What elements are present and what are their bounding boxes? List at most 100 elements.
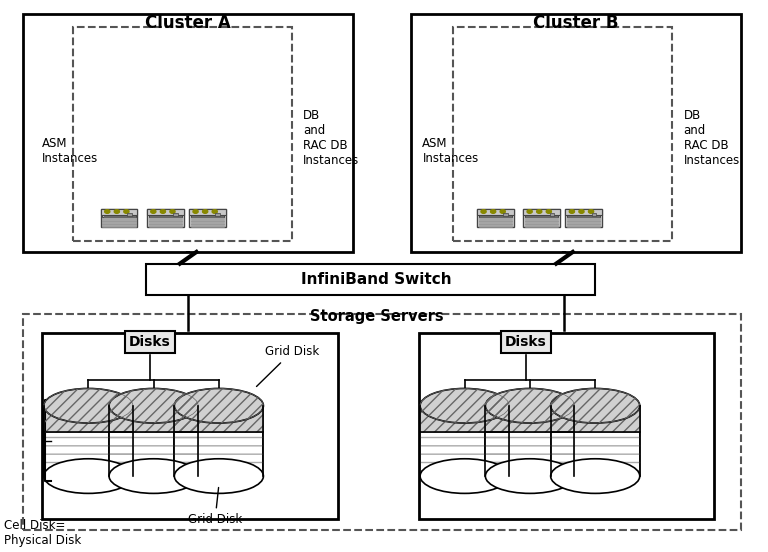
Bar	[190, 226, 224, 227]
Bar	[146, 264, 595, 295]
Ellipse shape	[420, 389, 509, 423]
Bar	[102, 220, 136, 221]
Bar	[102, 221, 136, 222]
Bar	[109, 406, 198, 476]
Bar	[525, 220, 558, 221]
Circle shape	[481, 210, 486, 213]
Bar	[453, 27, 672, 241]
Ellipse shape	[420, 459, 509, 493]
Circle shape	[193, 210, 198, 213]
Bar	[565, 209, 602, 227]
Bar	[420, 406, 509, 432]
Circle shape	[491, 210, 495, 213]
Circle shape	[546, 210, 551, 213]
Bar	[420, 406, 509, 476]
Bar	[551, 406, 640, 432]
Bar	[148, 220, 182, 221]
Bar	[550, 214, 554, 216]
Bar	[478, 221, 512, 222]
Bar	[567, 218, 601, 219]
Bar	[102, 226, 136, 227]
Bar	[101, 209, 137, 215]
Bar	[477, 209, 514, 227]
Bar	[523, 209, 560, 215]
Bar	[565, 209, 602, 215]
Bar	[411, 14, 741, 252]
Bar	[109, 406, 198, 476]
Bar	[525, 224, 558, 225]
Ellipse shape	[44, 389, 133, 423]
Bar	[174, 406, 263, 432]
Bar	[189, 209, 226, 227]
Ellipse shape	[174, 459, 263, 493]
Circle shape	[527, 210, 532, 213]
Ellipse shape	[44, 459, 133, 493]
Bar	[525, 223, 558, 224]
Bar	[478, 215, 512, 217]
Bar	[42, 333, 338, 519]
Bar	[148, 215, 182, 217]
Circle shape	[537, 210, 541, 213]
Bar	[478, 223, 512, 224]
Bar	[478, 218, 512, 219]
Bar	[485, 406, 574, 476]
Text: Grid Disk: Grid Disk	[257, 345, 319, 386]
Bar	[174, 406, 263, 476]
Bar	[190, 215, 224, 217]
Circle shape	[500, 210, 505, 213]
Bar	[148, 226, 182, 227]
Bar	[485, 406, 574, 476]
Ellipse shape	[551, 459, 640, 493]
Bar	[190, 220, 224, 221]
Circle shape	[212, 210, 217, 213]
Bar	[485, 406, 574, 432]
Circle shape	[170, 210, 175, 213]
Bar	[551, 406, 640, 476]
Bar	[127, 214, 131, 216]
Circle shape	[114, 210, 119, 213]
Bar	[148, 223, 182, 224]
Bar	[592, 214, 596, 216]
Bar	[567, 221, 601, 222]
Text: Cluster A: Cluster A	[145, 14, 231, 31]
Bar	[44, 406, 133, 432]
Bar	[174, 214, 177, 216]
Text: Disks: Disks	[505, 335, 547, 349]
Text: Disks: Disks	[129, 335, 170, 349]
Bar	[147, 209, 184, 215]
Bar	[525, 215, 558, 217]
Bar	[148, 224, 182, 225]
Text: Grid Disk: Grid Disk	[188, 487, 242, 527]
Text: ASM
Instances: ASM Instances	[422, 137, 478, 166]
Ellipse shape	[551, 389, 640, 423]
Bar	[23, 314, 741, 530]
Text: Storage Servers: Storage Servers	[310, 310, 443, 325]
Bar	[102, 215, 136, 217]
Bar	[551, 406, 640, 476]
Ellipse shape	[485, 459, 574, 493]
Bar	[190, 224, 224, 225]
Bar	[216, 214, 220, 216]
Bar	[478, 226, 512, 227]
Bar	[190, 223, 224, 224]
Bar	[190, 218, 224, 219]
Bar	[567, 226, 601, 227]
Bar	[73, 27, 292, 241]
Bar	[525, 218, 558, 219]
Circle shape	[161, 210, 165, 213]
Bar	[420, 406, 509, 432]
Text: DB
and
RAC DB
Instances: DB and RAC DB Instances	[684, 109, 740, 167]
Circle shape	[579, 210, 584, 213]
Ellipse shape	[174, 389, 263, 423]
Bar	[102, 224, 136, 225]
Bar	[102, 218, 136, 219]
Text: DB
and
RAC DB
Instances: DB and RAC DB Instances	[303, 109, 359, 167]
Bar	[109, 406, 198, 432]
Bar	[102, 223, 136, 224]
Bar	[148, 221, 182, 222]
Bar	[478, 220, 512, 221]
Ellipse shape	[485, 389, 574, 423]
Bar	[419, 333, 714, 519]
Bar	[109, 406, 198, 432]
Bar	[44, 406, 133, 476]
